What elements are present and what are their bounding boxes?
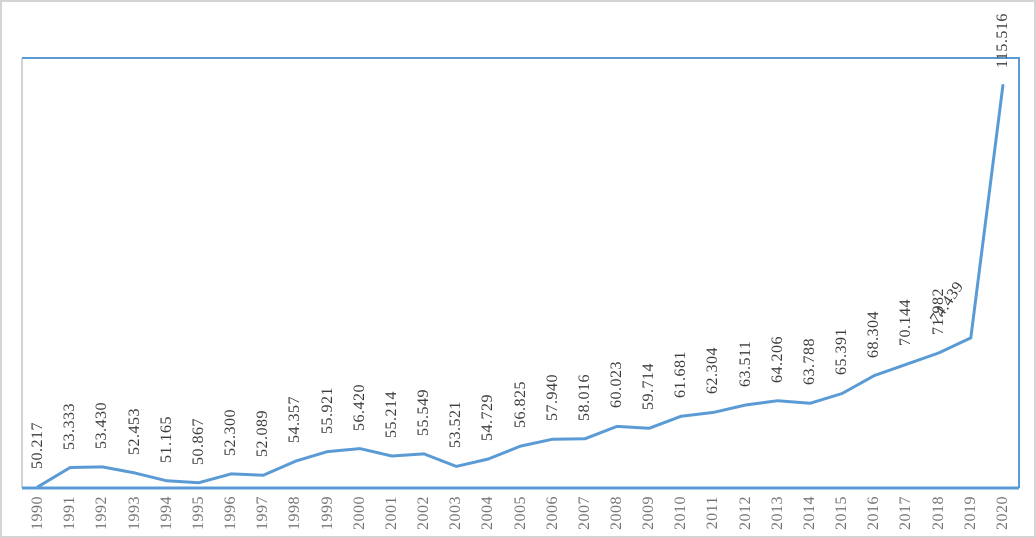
series-line[interactable] bbox=[36, 84, 1005, 489]
plot-border bbox=[22, 57, 1020, 488]
